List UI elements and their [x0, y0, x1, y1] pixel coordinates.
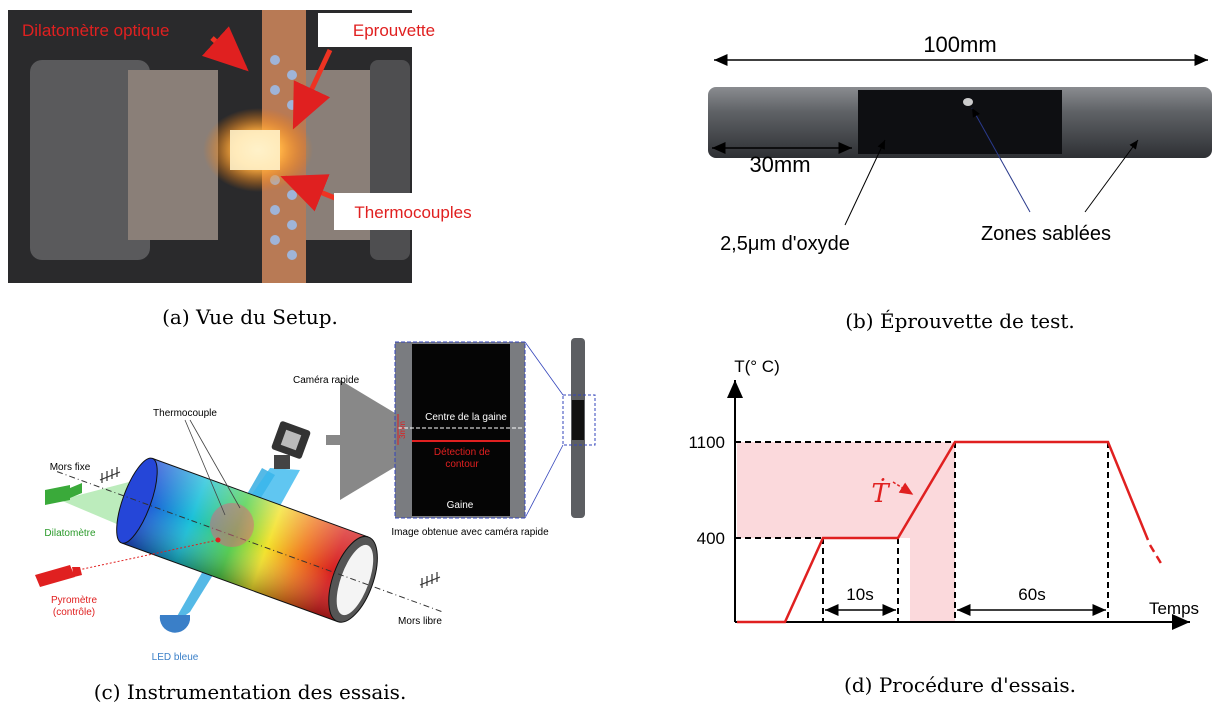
- label: Pyromètre: [51, 595, 98, 606]
- label: Caméra rapide: [293, 375, 360, 386]
- label: Mors fixe: [50, 462, 91, 473]
- label: 10s: [846, 585, 873, 604]
- specimen: [708, 54, 1212, 226]
- label: Centre de la gaine: [425, 412, 507, 423]
- label: (contrôle): [53, 607, 95, 618]
- label: Temps: [1149, 599, 1199, 618]
- caption: (b) Éprouvette de test.: [845, 309, 1075, 333]
- caption: (d) Procédure d'essais.: [844, 673, 1076, 697]
- label: contour: [445, 459, 479, 470]
- caption: (a) Vue du Setup.: [162, 305, 338, 329]
- label: 400: [697, 529, 725, 548]
- label: Mors libre: [398, 616, 442, 627]
- label: LED bleue: [152, 652, 199, 663]
- setup-photo: [8, 10, 492, 283]
- label: 1100: [688, 433, 725, 452]
- label: Thermocouple: [153, 408, 217, 419]
- label: Gaine: [447, 500, 474, 511]
- label: 3mm: [398, 421, 407, 439]
- label: Thermocouples: [354, 203, 471, 222]
- procedure-diagram: [727, 380, 1190, 630]
- label: 30mm: [749, 152, 810, 177]
- caption: (c) Instrumentation des essais.: [94, 680, 407, 704]
- label: Ṫ: [871, 478, 890, 509]
- instrumentation: [35, 338, 596, 633]
- label: Image obtenue avec caméra rapide: [391, 527, 549, 538]
- label: 2,5μm d'oxyde: [720, 233, 850, 255]
- label: Eprouvette: [353, 21, 435, 40]
- label: T(° C): [734, 357, 780, 376]
- label: Dilatomètre: [44, 528, 96, 539]
- label: Zones sablées: [981, 223, 1111, 245]
- label: Détection de: [434, 447, 491, 458]
- label: 100mm: [923, 32, 996, 57]
- label: Dilatomètre optique: [22, 21, 169, 40]
- label: 60s: [1018, 585, 1045, 604]
